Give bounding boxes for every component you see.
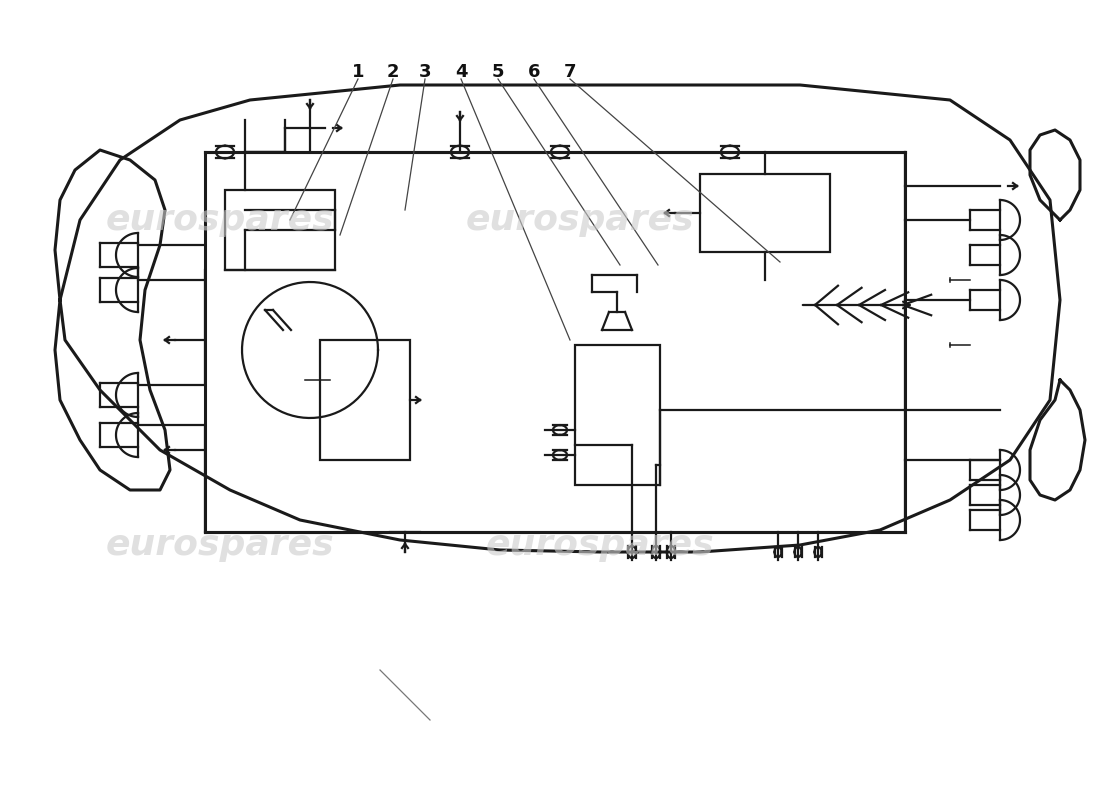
Text: 3: 3 xyxy=(419,63,431,81)
Text: eurospares: eurospares xyxy=(106,528,334,562)
Bar xyxy=(700,174,830,252)
Text: eurospares: eurospares xyxy=(465,203,694,237)
Bar xyxy=(320,340,410,460)
Text: 1: 1 xyxy=(352,63,364,81)
Text: eurospares: eurospares xyxy=(106,203,334,237)
Text: 4: 4 xyxy=(454,63,467,81)
Bar xyxy=(226,190,336,270)
Bar xyxy=(575,345,660,485)
Text: eurospares: eurospares xyxy=(486,528,714,562)
Text: 7: 7 xyxy=(563,63,576,81)
Text: 5: 5 xyxy=(492,63,504,81)
Text: 2: 2 xyxy=(387,63,399,81)
Text: 6: 6 xyxy=(528,63,540,81)
